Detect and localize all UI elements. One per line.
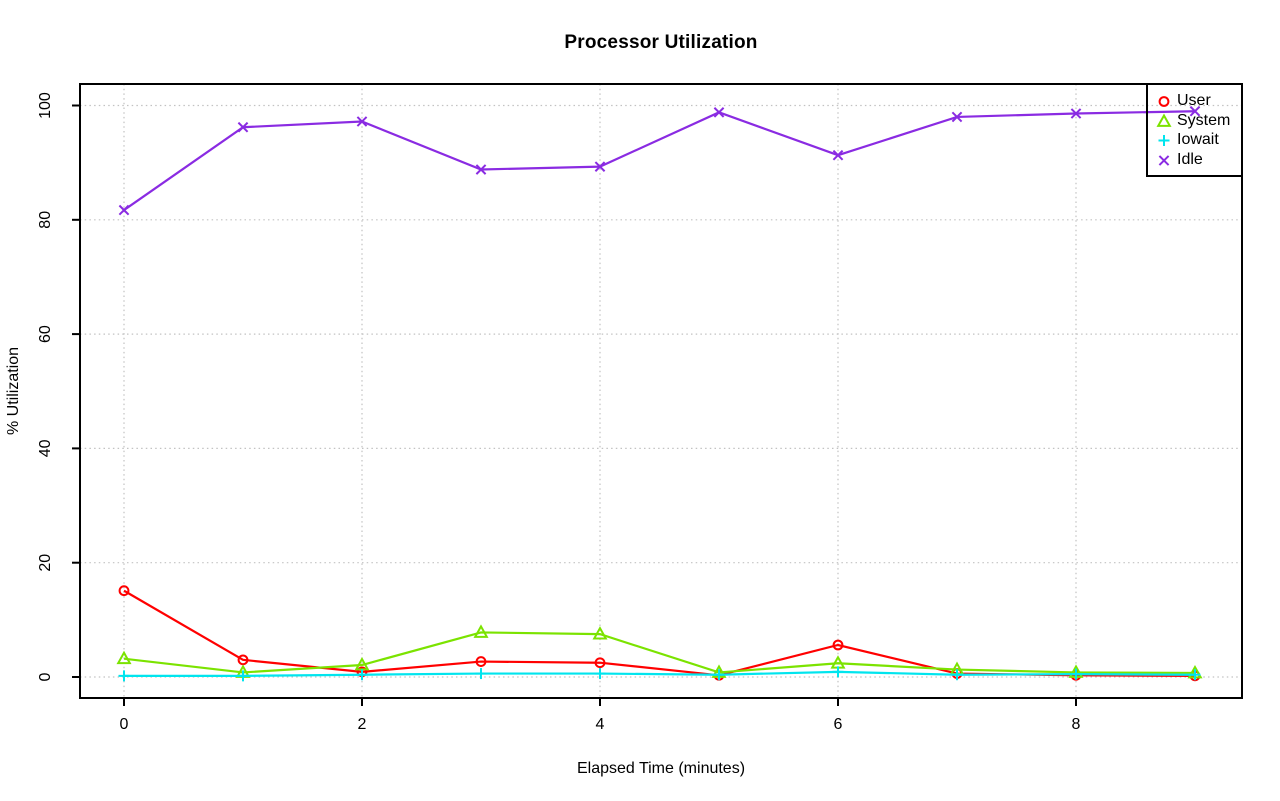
legend-item-user: User <box>1155 91 1241 111</box>
series-idle <box>118 105 1201 216</box>
series-system <box>116 624 1203 679</box>
x-tick-labels: 0 2 4 6 8 <box>120 716 1081 733</box>
series-user <box>118 585 1201 682</box>
svg-text:100: 100 <box>37 92 54 119</box>
y-axis-title: % Utilization <box>5 346 22 436</box>
idle-marker-glyph <box>1158 155 1170 166</box>
series-line-idle <box>123 110 1196 211</box>
svg-text:4: 4 <box>596 716 605 733</box>
y-tick-labels: 0 20 40 60 80 100 <box>37 92 54 681</box>
legend-item-iowait: Iowait <box>1155 130 1241 150</box>
svg-text:8: 8 <box>1072 716 1081 733</box>
legend-item-system: System <box>1155 111 1241 131</box>
idle-x-marker-icon <box>1158 155 1170 166</box>
iowait-marker-glyph <box>1158 135 1170 147</box>
system-marker-glyph <box>1156 112 1172 127</box>
svg-text:40: 40 <box>37 439 54 457</box>
legend-label-system: System <box>1177 111 1231 129</box>
system-triangle-marker-icon <box>1156 112 1172 127</box>
legend-label-iowait: Iowait <box>1177 131 1219 149</box>
svg-text:6: 6 <box>834 716 843 733</box>
series-iowait <box>118 666 1201 682</box>
axis-ticks <box>72 104 1077 706</box>
svg-text:0: 0 <box>120 716 129 733</box>
legend-label-idle: Idle <box>1177 150 1203 168</box>
svg-text:20: 20 <box>37 554 54 572</box>
series-line-system <box>123 631 1196 675</box>
plot-border <box>79 83 1243 699</box>
user-circle-marker-icon <box>1158 95 1170 107</box>
series-line-iowait <box>124 670 1196 677</box>
svg-text:0: 0 <box>37 672 54 681</box>
iowait-plus-marker-icon <box>1158 135 1170 147</box>
gridlines <box>80 84 1242 698</box>
legend: User System Iowait Idle <box>1146 83 1243 177</box>
svg-text:60: 60 <box>37 325 54 343</box>
series-markers-idle <box>118 105 1201 216</box>
chart-title: Processor Utilization <box>564 32 758 53</box>
legend-item-idle: Idle <box>1155 150 1241 170</box>
series-line-user <box>123 589 1196 677</box>
x-axis-title: Elapsed Time (minutes) <box>576 760 746 777</box>
series-markers-user <box>118 585 1201 682</box>
svg-text:2: 2 <box>358 716 367 733</box>
legend-label-user: User <box>1177 91 1211 109</box>
series-markers-iowait <box>118 666 1201 682</box>
user-marker-glyph <box>1158 95 1170 107</box>
svg-text:80: 80 <box>37 211 54 229</box>
